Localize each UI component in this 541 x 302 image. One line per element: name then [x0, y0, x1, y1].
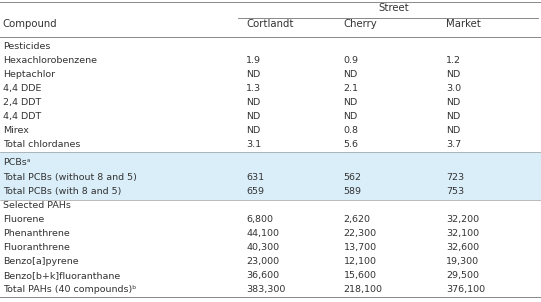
Text: 3.1: 3.1: [246, 140, 261, 149]
Text: ND: ND: [446, 70, 460, 79]
Text: Fluoranthrene: Fluoranthrene: [3, 243, 70, 252]
Text: 3.7: 3.7: [446, 140, 461, 149]
Text: ND: ND: [246, 126, 260, 135]
Text: Benzo[b+k]fluoranthane: Benzo[b+k]fluoranthane: [3, 271, 120, 280]
Text: 4,4 DDE: 4,4 DDE: [3, 84, 41, 93]
Text: 29,500: 29,500: [446, 271, 479, 280]
Text: 12,100: 12,100: [344, 257, 377, 266]
Text: 36,600: 36,600: [246, 271, 279, 280]
Text: ND: ND: [246, 98, 260, 107]
Text: Street: Street: [378, 3, 409, 13]
Text: ND: ND: [246, 112, 260, 121]
Text: 6,800: 6,800: [246, 215, 273, 224]
Text: 32,200: 32,200: [446, 215, 479, 224]
Text: 15,600: 15,600: [344, 271, 377, 280]
Text: ND: ND: [446, 126, 460, 135]
Text: Compound: Compound: [3, 19, 57, 29]
Text: ND: ND: [246, 70, 260, 79]
Text: ND: ND: [344, 112, 358, 121]
Text: 376,100: 376,100: [446, 285, 485, 294]
Text: ND: ND: [344, 70, 358, 79]
Text: Mirex: Mirex: [3, 126, 29, 135]
Text: Total PCBs (without 8 and 5): Total PCBs (without 8 and 5): [3, 173, 136, 182]
Text: 562: 562: [344, 173, 361, 182]
Text: Heptachlor: Heptachlor: [3, 70, 55, 79]
Text: Selected PAHs: Selected PAHs: [3, 201, 70, 210]
Text: 1.3: 1.3: [246, 84, 261, 93]
Text: 723: 723: [446, 173, 465, 182]
Text: 44,100: 44,100: [246, 229, 279, 238]
Bar: [0, 153, 541, 172]
Text: 659: 659: [246, 187, 264, 196]
Text: 2,4 DDT: 2,4 DDT: [3, 98, 41, 107]
Text: 0.9: 0.9: [344, 56, 359, 65]
Text: 1.9: 1.9: [246, 56, 261, 65]
Text: Total PAHs (40 compounds)ᵇ: Total PAHs (40 compounds)ᵇ: [3, 285, 136, 294]
Text: 32,100: 32,100: [446, 229, 479, 238]
Text: Fluorene: Fluorene: [3, 215, 44, 224]
Text: PCBsᵃ: PCBsᵃ: [3, 158, 30, 167]
Text: Pesticides: Pesticides: [3, 42, 50, 51]
Text: 631: 631: [246, 173, 265, 182]
Text: Cortlandt: Cortlandt: [246, 19, 294, 29]
Text: 5.6: 5.6: [344, 140, 359, 149]
Bar: [0, 186, 541, 200]
Text: Benzo[a]pyrene: Benzo[a]pyrene: [3, 257, 78, 266]
Text: 32,600: 32,600: [446, 243, 479, 252]
Text: 3.0: 3.0: [446, 84, 461, 93]
Text: 19,300: 19,300: [446, 257, 479, 266]
Text: Market: Market: [446, 19, 481, 29]
Text: ND: ND: [446, 112, 460, 121]
Text: Total PCBs (with 8 and 5): Total PCBs (with 8 and 5): [3, 187, 121, 196]
Text: Total chlordanes: Total chlordanes: [3, 140, 80, 149]
Text: 23,000: 23,000: [246, 257, 279, 266]
Text: 383,300: 383,300: [246, 285, 286, 294]
Text: 218,100: 218,100: [344, 285, 382, 294]
Text: ND: ND: [344, 98, 358, 107]
Text: 0.8: 0.8: [344, 126, 359, 135]
Text: 1.2: 1.2: [446, 56, 461, 65]
Text: 13,700: 13,700: [344, 243, 377, 252]
Text: 2.1: 2.1: [344, 84, 359, 93]
Text: ND: ND: [446, 98, 460, 107]
Text: Hexachlorobenzene: Hexachlorobenzene: [3, 56, 97, 65]
Text: 4,4 DDT: 4,4 DDT: [3, 112, 41, 121]
Text: 589: 589: [344, 187, 361, 196]
Text: Phenanthrene: Phenanthrene: [3, 229, 69, 238]
Text: 753: 753: [446, 187, 465, 196]
Text: 2,620: 2,620: [344, 215, 371, 224]
Text: 22,300: 22,300: [344, 229, 377, 238]
Text: 40,300: 40,300: [246, 243, 279, 252]
Text: Cherry: Cherry: [344, 19, 377, 29]
Bar: [0, 172, 541, 186]
